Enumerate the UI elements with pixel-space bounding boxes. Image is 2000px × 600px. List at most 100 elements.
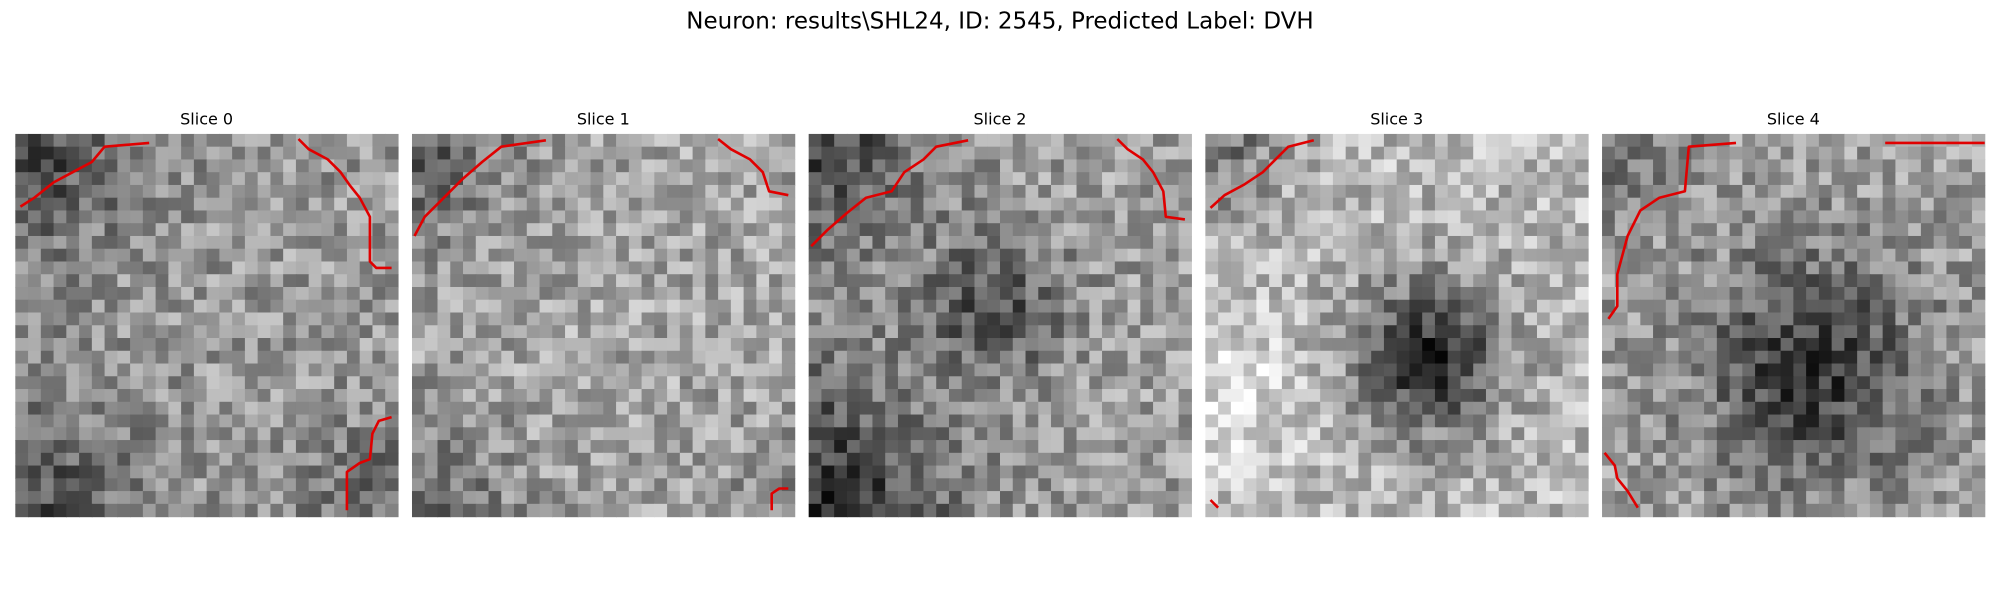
- pixel: [679, 133, 694, 148]
- pixel: [1371, 312, 1385, 326]
- pixel: [1012, 261, 1027, 275]
- pixel: [1256, 197, 1270, 212]
- pixel: [692, 197, 706, 212]
- pixel: [1831, 286, 1845, 301]
- pixel: [1549, 350, 1564, 365]
- pixel: [1575, 325, 1589, 339]
- pixel: [155, 248, 169, 263]
- pixel: [1434, 427, 1449, 441]
- pixel: [885, 376, 899, 390]
- pixel: [232, 350, 246, 365]
- pixel: [437, 261, 451, 275]
- pixel: [1320, 427, 1334, 441]
- pixel: [424, 235, 439, 250]
- pixel: [346, 389, 361, 403]
- pixel: [1281, 286, 1296, 301]
- pixel: [91, 223, 106, 237]
- pixel: [654, 312, 668, 326]
- pixel: [372, 312, 386, 326]
- pixel: [155, 159, 169, 173]
- pixel: [1575, 401, 1589, 416]
- pixel: [923, 389, 937, 403]
- pixel: [488, 286, 502, 301]
- pixel: [79, 197, 93, 212]
- pixel: [961, 427, 976, 441]
- pixel: [1051, 350, 1065, 365]
- pixel: [834, 312, 848, 326]
- pixel: [897, 261, 912, 275]
- pixel: [1857, 159, 1871, 173]
- pixel: [1269, 325, 1283, 339]
- pixel: [603, 465, 617, 479]
- pixel: [859, 465, 874, 479]
- pixel: [1793, 503, 1807, 518]
- pixel: [1396, 440, 1411, 454]
- pixel: [603, 503, 617, 518]
- pixel: [244, 465, 259, 479]
- pixel: [1178, 146, 1192, 161]
- pixel: [283, 223, 297, 237]
- pixel: [539, 197, 553, 212]
- pixel: [552, 286, 566, 301]
- pixel: [1767, 159, 1782, 173]
- pixel: [257, 478, 272, 492]
- pixel: [1422, 274, 1436, 288]
- pixel: [1205, 478, 1219, 492]
- pixel: [1869, 414, 1884, 428]
- pixel: [181, 325, 195, 339]
- pixel: [53, 427, 67, 441]
- pixel: [437, 503, 451, 518]
- pixel: [1678, 261, 1692, 275]
- pixel: [603, 401, 617, 416]
- pixel: [321, 286, 335, 301]
- pixel: [616, 478, 630, 492]
- pixel: [1243, 440, 1257, 454]
- pixel: [1920, 338, 1935, 352]
- pixel: [1320, 491, 1334, 505]
- pixel: [1780, 184, 1794, 199]
- pixel: [577, 427, 592, 441]
- pixel: [616, 223, 630, 237]
- pixel: [475, 401, 490, 416]
- pixel: [552, 210, 566, 224]
- pixel: [846, 452, 861, 467]
- pixel: [1434, 133, 1449, 148]
- pixel: [834, 286, 848, 301]
- pixel: [219, 503, 233, 518]
- pixel: [1678, 286, 1692, 301]
- pixel: [168, 261, 182, 275]
- pixel: [1256, 223, 1270, 237]
- pixel: [1345, 338, 1360, 352]
- pixel: [1920, 452, 1935, 467]
- pixel: [117, 440, 131, 454]
- pixel: [1716, 465, 1731, 479]
- pixel: [1038, 478, 1052, 492]
- contour: [1116, 138, 1186, 221]
- pixel: [1089, 172, 1103, 186]
- pixel: [1933, 312, 1948, 326]
- pixel: [1882, 261, 1897, 275]
- pixel: [526, 414, 541, 428]
- pixel: [1473, 478, 1487, 492]
- pixel: [1038, 133, 1052, 148]
- pixel: [1294, 440, 1308, 454]
- pixel: [565, 210, 579, 224]
- pixel: [1205, 427, 1219, 441]
- pixel: [130, 325, 144, 339]
- pixel: [1704, 210, 1718, 224]
- pixel: [692, 146, 706, 161]
- pixel: [501, 248, 515, 263]
- pixel: [897, 223, 912, 237]
- pixel: [834, 338, 848, 352]
- pixel: [1920, 427, 1935, 441]
- pixel: [91, 338, 106, 352]
- pixel: [424, 159, 439, 173]
- pixel: [295, 414, 310, 428]
- pixel: [1294, 478, 1308, 492]
- pixel: [577, 286, 592, 301]
- pixel: [1665, 159, 1680, 173]
- pixel: [1498, 312, 1513, 326]
- pixel: [232, 503, 246, 518]
- pixel: [1345, 427, 1360, 441]
- pixel: [1844, 210, 1858, 224]
